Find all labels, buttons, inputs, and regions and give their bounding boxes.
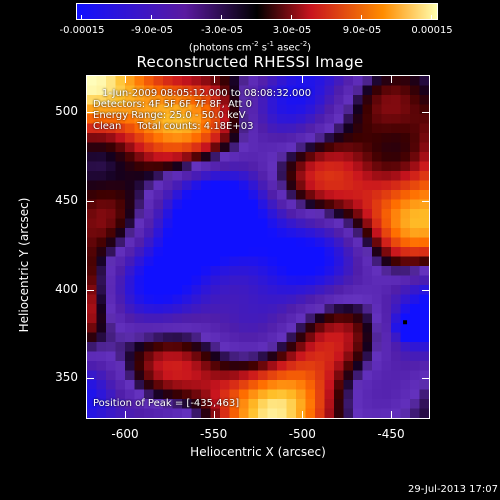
- y-tick: [422, 378, 430, 380]
- colorbar-tick-label: 9.0e-05: [342, 25, 382, 36]
- colorbar-units: (photons cm-2 s-1 asec-2): [188, 40, 312, 54]
- colorbar-gradient: [77, 4, 437, 19]
- y-tick: [86, 112, 94, 114]
- x-tick-label: -450: [377, 427, 405, 441]
- x-tick-label: -550: [200, 427, 228, 441]
- y-tick: [86, 200, 94, 202]
- y-tick: [422, 200, 430, 202]
- x-tick: [302, 411, 304, 419]
- y-tick-label: 450: [55, 192, 78, 207]
- y-tick: [422, 289, 430, 291]
- x-tick-label: -600: [111, 427, 139, 441]
- colorbar-tick: [221, 15, 222, 20]
- y-tick-label: 500: [55, 104, 78, 119]
- y-tick: [86, 378, 94, 380]
- y-tick-label: 350: [55, 370, 78, 385]
- energy-range-text: Energy Range: 25.0 - 50.0 keV: [93, 110, 246, 121]
- colorbar-tick: [291, 15, 292, 20]
- x-tick: [125, 75, 126, 83]
- colorbar-tick: [151, 15, 152, 20]
- x-tick: [390, 75, 392, 83]
- clean-counts-text: Clean Total counts: 4.18E+03: [93, 121, 254, 132]
- colorbar-tick-label: 0.00015: [411, 25, 453, 36]
- colorbar-tick-label: -0.00015: [59, 25, 105, 36]
- peak-marker: [403, 320, 408, 325]
- detectors-text: Detectors: 4F 5F 6F 7F 8F, Att 0: [93, 99, 253, 110]
- peak-position-text: Position of Peak = [-435,463]: [93, 398, 240, 409]
- y-tick-label: 400: [55, 281, 78, 296]
- colorbar: [76, 3, 438, 20]
- colorbar-tick: [361, 15, 362, 20]
- colorbar-tick-label: 3.0e-05: [272, 25, 312, 36]
- plot-title: Reconstructed RHESSI Image: [136, 53, 364, 71]
- x-tick: [125, 411, 126, 419]
- y-tick: [86, 289, 94, 291]
- x-tick: [302, 75, 304, 83]
- y-tick: [422, 112, 430, 114]
- heatmap-image: [87, 76, 429, 418]
- colorbar-tick-label: -9.0e-05: [131, 25, 173, 36]
- x-tick: [390, 411, 392, 419]
- timestamp: 29-Jul-2013 17:07: [407, 484, 498, 495]
- colorbar-tick: [431, 15, 432, 20]
- heatmap-svg: [87, 76, 429, 418]
- x-tick: [213, 411, 215, 419]
- x-tick: [213, 75, 215, 83]
- x-axis-label: Heliocentric X (arcsec): [190, 445, 326, 459]
- x-tick-label: -500: [288, 427, 316, 441]
- colorbar-tick: [81, 15, 82, 20]
- time-range-text: 1-Jun-2009 08:05:12.000 to 08:08:32.000: [102, 88, 312, 99]
- image-plot: 1-Jun-2009 08:05:12.000 to 08:08:32.000 …: [86, 75, 430, 419]
- colorbar-tick-label: -3.0e-05: [201, 25, 243, 36]
- y-axis-label: Heliocentric Y (arcsec): [17, 197, 31, 333]
